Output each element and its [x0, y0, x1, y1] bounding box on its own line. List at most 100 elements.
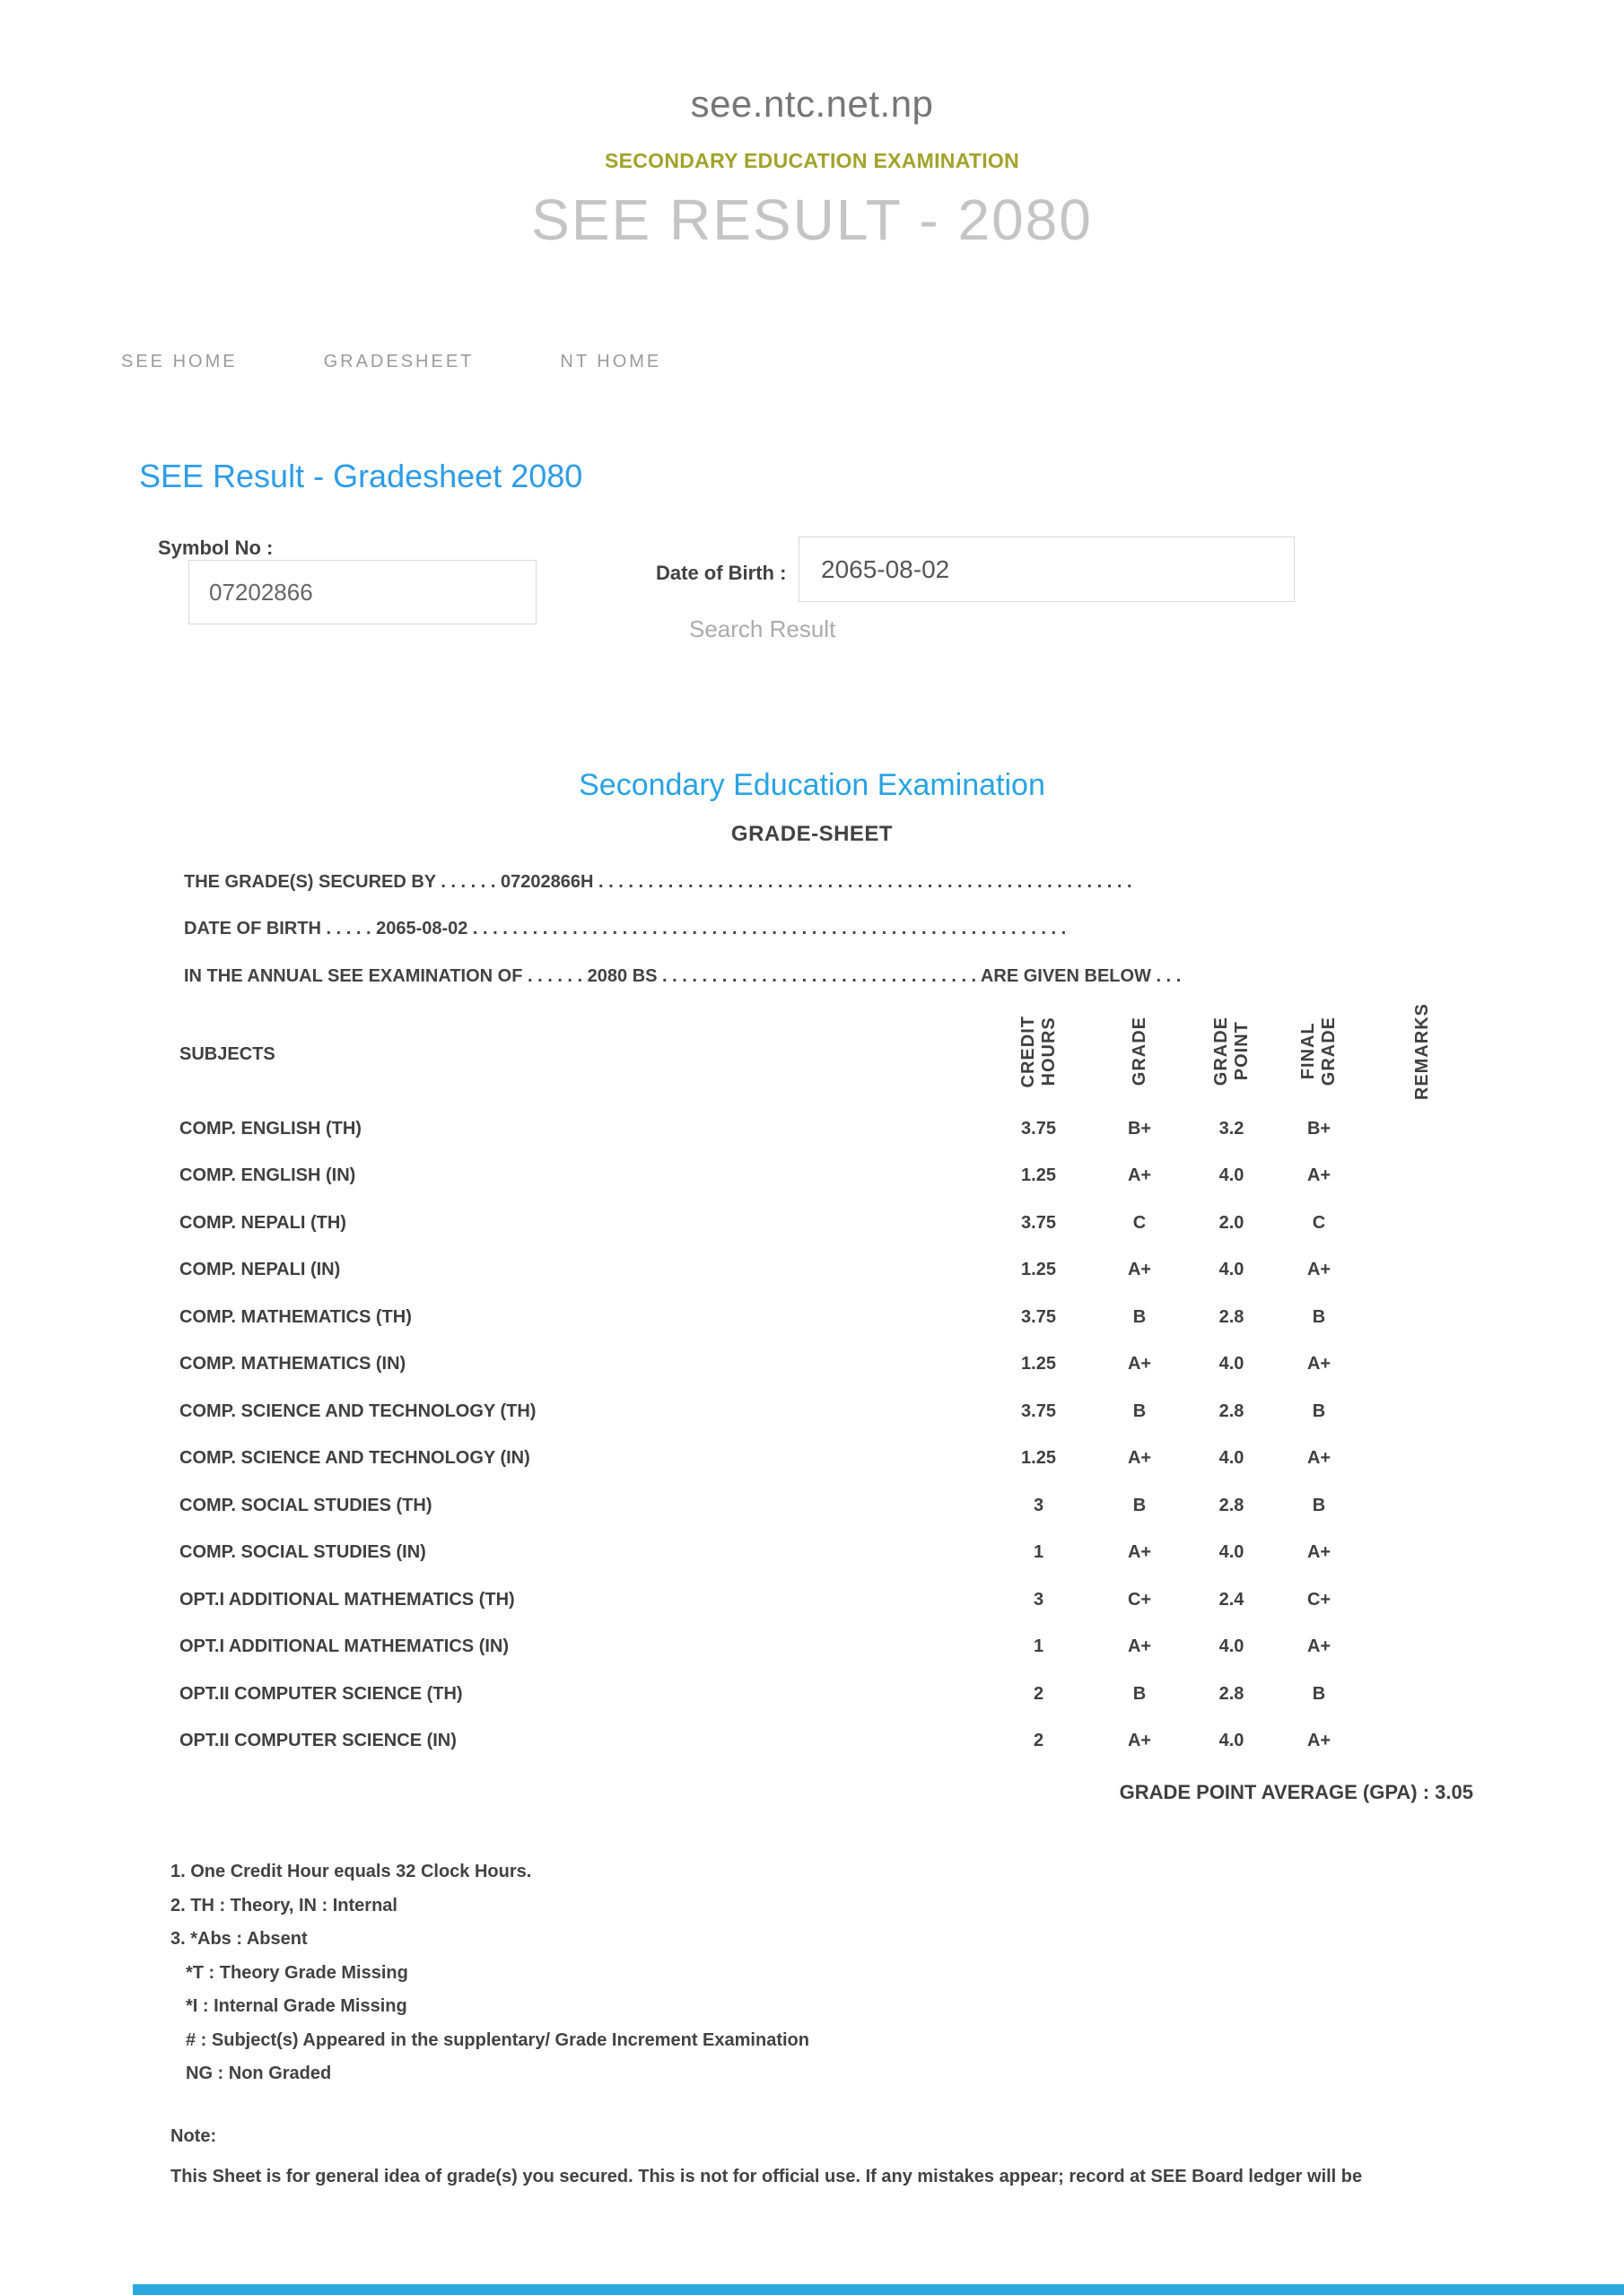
grade-cell: A+ — [1127, 1448, 1152, 1469]
credit-cell: 1 — [1033, 1636, 1044, 1657]
grade-cell: B — [1132, 1401, 1147, 1421]
final-grade-vertical-label: FINAL GRADE — [1298, 1017, 1339, 1086]
point-cell: 4.0 — [1218, 1165, 1244, 1186]
credit-cell: 3.75 — [1021, 1401, 1056, 1421]
point-cell: 4.0 — [1218, 1354, 1244, 1374]
exam-year-line: IN THE ANNUAL SEE EXAMINATION OF . . . .… — [184, 966, 1182, 986]
nav-see-home[interactable]: SEE HOME — [121, 352, 238, 371]
credit-cell: 3.75 — [1021, 1212, 1056, 1233]
point-cell: 4.0 — [1218, 1542, 1244, 1563]
table-row: COMP. SOCIAL STUDIES (IN) 1 A+ 4.0 A+ — [179, 1530, 1480, 1577]
remarks-cell — [1364, 1576, 1480, 1624]
note-internal-missing: *I : Internal Grade Missing — [186, 1996, 407, 2016]
grade-cell: A+ — [1127, 1165, 1152, 1186]
final-cell: B+ — [1306, 1118, 1332, 1139]
col-header-grade-point: GRADE POINT — [1189, 1003, 1274, 1105]
table-row: OPT.I ADDITIONAL MATHEMATICS (TH) 3 C+ 2… — [179, 1576, 1480, 1624]
section-heading: SEE Result - Gradesheet 2080 — [139, 458, 583, 494]
subject-cell: COMP. SOCIAL STUDIES (IN) — [179, 1542, 426, 1563]
subject-cell: OPT.II COMPUTER SCIENCE (IN) — [179, 1731, 457, 1751]
page-title: SEE RESULT - 2080 — [531, 188, 1093, 252]
note-supplementary: # : Subject(s) Appeared in the supplenta… — [186, 2030, 809, 2050]
grade-cell: A+ — [1127, 1731, 1152, 1751]
subject-cell: OPT.I ADDITIONAL MATHEMATICS (TH) — [179, 1589, 515, 1610]
point-cell: 2.0 — [1218, 1212, 1244, 1233]
subject-cell: COMP. SOCIAL STUDIES (TH) — [179, 1495, 432, 1515]
remarks-cell — [1364, 1388, 1480, 1435]
subject-cell: OPT.I ADDITIONAL MATHEMATICS (IN) — [179, 1636, 510, 1657]
note-abs: 3. *Abs : Absent — [170, 1929, 308, 1949]
final-cell: A+ — [1306, 1542, 1332, 1563]
grade-cell: C — [1132, 1212, 1147, 1233]
table-row: COMP. SCIENCE AND TECHNOLOGY (IN) 1.25 A… — [179, 1435, 1480, 1483]
credit-cell: 3 — [1033, 1495, 1044, 1515]
grade-cell: A+ — [1127, 1260, 1152, 1280]
remarks-cell — [1364, 1341, 1480, 1389]
gradesheet-subtitle: GRADE-SHEET — [730, 822, 894, 846]
grade-cell: B — [1132, 1683, 1147, 1704]
table-row: COMP. MATHEMATICS (IN) 1.25 A+ 4.0 A+ — [179, 1341, 1480, 1389]
grade-cell: B+ — [1127, 1118, 1152, 1139]
gradesheet-title: Secondary Education Examination — [579, 768, 1045, 802]
table-row: COMP. NEPALI (TH) 3.75 C 2.0 C — [179, 1200, 1480, 1247]
note-theory-missing: *T : Theory Grade Missing — [186, 1963, 408, 1983]
nav-gradesheet[interactable]: GRADESHEET — [323, 352, 475, 371]
final-cell: A+ — [1306, 1165, 1332, 1186]
table-row: COMP. NEPALI (IN) 1.25 A+ 4.0 A+ — [179, 1247, 1480, 1295]
grade-cell: A+ — [1127, 1542, 1152, 1563]
subject-cell: COMP. ENGLISH (TH) — [179, 1118, 362, 1139]
point-cell: 4.0 — [1218, 1448, 1244, 1469]
dob-input[interactable] — [799, 537, 1295, 602]
grade-cell: B — [1132, 1306, 1147, 1327]
point-cell: 2.8 — [1218, 1495, 1244, 1515]
subject-cell: COMP. SCIENCE AND TECHNOLOGY (TH) — [179, 1401, 537, 1421]
remarks-cell — [1364, 1435, 1480, 1483]
credit-cell: 2 — [1033, 1731, 1044, 1751]
table-row: OPT.II COMPUTER SCIENCE (TH) 2 B 2.8 B — [179, 1671, 1480, 1718]
main-nav: SEE HOME GRADESHEET NT HOME — [121, 352, 661, 372]
site-title: see.ntc.net.np — [690, 83, 934, 125]
grade-cell: A+ — [1127, 1636, 1152, 1657]
subject-cell: COMP. NEPALI (IN) — [179, 1260, 341, 1280]
final-cell: A+ — [1306, 1731, 1332, 1751]
table-row: COMP. ENGLISH (TH) 3.75 B+ 3.2 B+ — [179, 1105, 1480, 1153]
secured-by-line: THE GRADE(S) SECURED BY . . . . . . 0720… — [184, 872, 1132, 892]
final-cell: A+ — [1306, 1448, 1332, 1469]
remarks-cell — [1364, 1482, 1480, 1530]
nav-nt-home[interactable]: NT HOME — [560, 352, 662, 371]
table-row: COMP. SCIENCE AND TECHNOLOGY (TH) 3.75 B… — [179, 1388, 1480, 1435]
final-cell: B — [1312, 1401, 1326, 1421]
credit-cell: 1.25 — [1021, 1354, 1056, 1374]
remarks-cell — [1364, 1530, 1480, 1577]
credit-cell: 1 — [1033, 1542, 1044, 1563]
remarks-cell — [1364, 1671, 1480, 1718]
credit-cell: 1.25 — [1021, 1448, 1056, 1469]
credit-cell: 3 — [1033, 1589, 1044, 1610]
col-header-grade: GRADE — [1090, 1003, 1189, 1105]
point-cell: 2.8 — [1218, 1683, 1244, 1704]
point-cell: 2.8 — [1218, 1306, 1244, 1327]
credit-cell: 1.25 — [1021, 1260, 1056, 1280]
col-header-subjects: SUBJECTS — [179, 1043, 275, 1064]
subject-cell: COMP. SCIENCE AND TECHNOLOGY (IN) — [179, 1448, 530, 1469]
remarks-cell — [1364, 1624, 1480, 1671]
final-cell: B — [1312, 1306, 1326, 1327]
remarks-cell — [1364, 1153, 1480, 1200]
credit-cell: 1.25 — [1021, 1165, 1056, 1186]
grades-table: SUBJECTS CREDIT HOURS GRADE GRADE POINT … — [179, 1003, 1480, 1765]
footer-bar — [133, 2284, 1624, 2295]
grade-point-vertical-label: GRADE POINT — [1210, 1017, 1252, 1086]
symbol-no-label: Symbol No : — [158, 537, 274, 559]
subject-cell: COMP. MATHEMATICS (TH) — [179, 1306, 412, 1327]
gpa-summary: GRADE POINT AVERAGE (GPA) : 3.05 — [1119, 1781, 1473, 1803]
remarks-cell — [1364, 1105, 1480, 1153]
grade-cell: C+ — [1127, 1589, 1152, 1610]
symbol-no-input[interactable] — [188, 560, 537, 624]
col-header-credit-hours: CREDIT HOURS — [987, 1003, 1090, 1105]
credit-cell: 3.75 — [1021, 1306, 1056, 1327]
point-cell: 2.8 — [1218, 1401, 1244, 1421]
col-header-remarks: REMARKS — [1364, 1003, 1480, 1105]
note-credit-hour: 1. One Credit Hour equals 32 Clock Hours… — [170, 1862, 532, 1881]
search-result-button[interactable]: Search Result — [689, 615, 836, 642]
point-cell: 3.2 — [1218, 1118, 1244, 1139]
